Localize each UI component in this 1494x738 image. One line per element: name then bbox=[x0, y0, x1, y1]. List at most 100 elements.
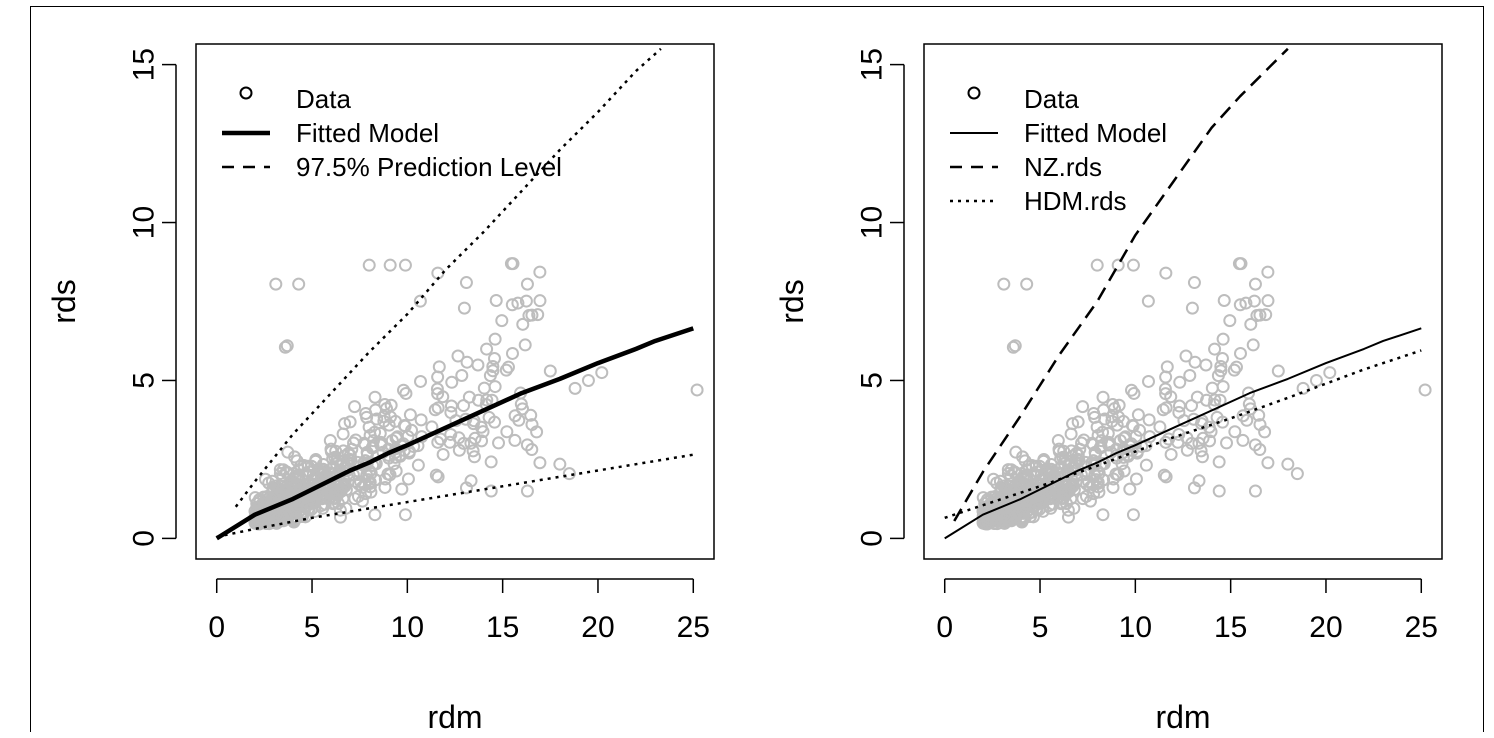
data-point bbox=[1244, 317, 1258, 331]
data-point bbox=[533, 456, 547, 470]
series-line-nz-rds bbox=[953, 47, 1289, 522]
data-point bbox=[492, 436, 506, 450]
data-point bbox=[1105, 410, 1119, 424]
data-point bbox=[1246, 338, 1260, 352]
data-point bbox=[288, 506, 302, 520]
data-point bbox=[267, 491, 281, 505]
data-point bbox=[486, 360, 500, 374]
legend-label: Data bbox=[1024, 84, 1079, 114]
series-line-fitted-model bbox=[944, 327, 1422, 540]
data-point bbox=[1106, 480, 1120, 494]
data-point bbox=[1205, 381, 1219, 395]
data-point bbox=[1196, 431, 1210, 445]
data-point bbox=[395, 482, 409, 496]
data-point bbox=[1159, 370, 1173, 384]
data-point bbox=[1281, 457, 1295, 471]
data-point bbox=[1073, 442, 1087, 456]
y-tick-label: 0 bbox=[128, 530, 161, 547]
data-point bbox=[338, 479, 352, 493]
data-point bbox=[1214, 364, 1228, 378]
data-point bbox=[328, 492, 342, 506]
data-point bbox=[1091, 428, 1105, 442]
data-point bbox=[1008, 466, 1022, 480]
data-point bbox=[520, 277, 534, 291]
data-point bbox=[1227, 363, 1241, 377]
data-point bbox=[1261, 456, 1275, 470]
data-point bbox=[333, 457, 347, 471]
legend-label: Fitted Model bbox=[296, 118, 439, 148]
data-point bbox=[1220, 436, 1234, 450]
data-point bbox=[484, 484, 498, 498]
data-point bbox=[280, 466, 294, 480]
x-tick-label: 25 bbox=[1405, 611, 1438, 644]
data-point bbox=[997, 508, 1011, 522]
data-point bbox=[525, 308, 539, 322]
y-axis-title: rds bbox=[46, 279, 82, 323]
y-tick-label: 0 bbox=[856, 530, 889, 547]
y-tick-label: 10 bbox=[856, 206, 889, 239]
data-point bbox=[1113, 433, 1127, 447]
data-point bbox=[1087, 487, 1101, 501]
data-point bbox=[339, 501, 353, 515]
data-point bbox=[1020, 277, 1034, 291]
data-point bbox=[1056, 492, 1070, 506]
data-point bbox=[338, 417, 352, 431]
data-point bbox=[1159, 470, 1173, 484]
data-point bbox=[1253, 418, 1267, 432]
data-point bbox=[1071, 415, 1085, 429]
data-point bbox=[411, 458, 425, 472]
data-point bbox=[520, 438, 534, 452]
data-point bbox=[595, 366, 609, 380]
legend-label: HDM.rds bbox=[1024, 186, 1127, 216]
data-point bbox=[482, 410, 496, 424]
data-point bbox=[378, 480, 392, 494]
x-tick-label: 10 bbox=[1119, 611, 1152, 644]
data-point bbox=[525, 418, 539, 432]
data-point bbox=[1185, 301, 1199, 315]
y-tick-label: 15 bbox=[128, 48, 161, 81]
data-point bbox=[452, 443, 466, 457]
data-point bbox=[459, 276, 473, 290]
data-point bbox=[520, 484, 534, 498]
data-point bbox=[480, 342, 494, 356]
data-point bbox=[1187, 412, 1201, 426]
data-point bbox=[1126, 508, 1140, 522]
legend-label: Fitted Model bbox=[1024, 118, 1167, 148]
data-point bbox=[1126, 258, 1140, 272]
data-point bbox=[1096, 390, 1110, 404]
data-point bbox=[1252, 408, 1266, 422]
data-point bbox=[1096, 508, 1110, 522]
data-point bbox=[504, 257, 518, 271]
data-point bbox=[1164, 447, 1178, 461]
data-point bbox=[1066, 479, 1080, 493]
series-line-hdm-rds bbox=[944, 349, 1422, 520]
data-point bbox=[1076, 492, 1090, 506]
data-point bbox=[275, 508, 289, 522]
data-point bbox=[467, 450, 481, 464]
data-point bbox=[1042, 499, 1056, 513]
data-point bbox=[1173, 375, 1187, 389]
data-point bbox=[1159, 435, 1173, 449]
data-point bbox=[1217, 293, 1231, 307]
data-point bbox=[1016, 506, 1030, 520]
data-point bbox=[359, 487, 373, 501]
legend: Data Fitted Model 97.5% Prediction Level bbox=[222, 84, 562, 182]
data-point bbox=[994, 482, 1008, 496]
x-tick-label: 0 bbox=[208, 611, 225, 644]
data-point bbox=[1139, 458, 1153, 472]
data-point bbox=[336, 427, 350, 441]
y-axis-title: rds bbox=[774, 279, 810, 323]
data-point bbox=[553, 457, 567, 471]
x-tick-label: 5 bbox=[1032, 611, 1049, 644]
x-tick-label: 5 bbox=[304, 611, 321, 644]
data-point bbox=[1172, 399, 1186, 413]
x-tick-label: 20 bbox=[1309, 611, 1342, 644]
data-point bbox=[324, 445, 338, 459]
data-point bbox=[978, 496, 992, 510]
data-point bbox=[361, 447, 375, 461]
data-point bbox=[360, 468, 374, 482]
data-point bbox=[999, 515, 1013, 529]
data-point bbox=[1105, 414, 1119, 428]
data-point bbox=[1111, 258, 1125, 272]
chart-panel-2: 0 5 10 15 20 25 rdm 0 5 10 15 rds Data Fitted Model NZ… bbox=[774, 43, 1443, 735]
